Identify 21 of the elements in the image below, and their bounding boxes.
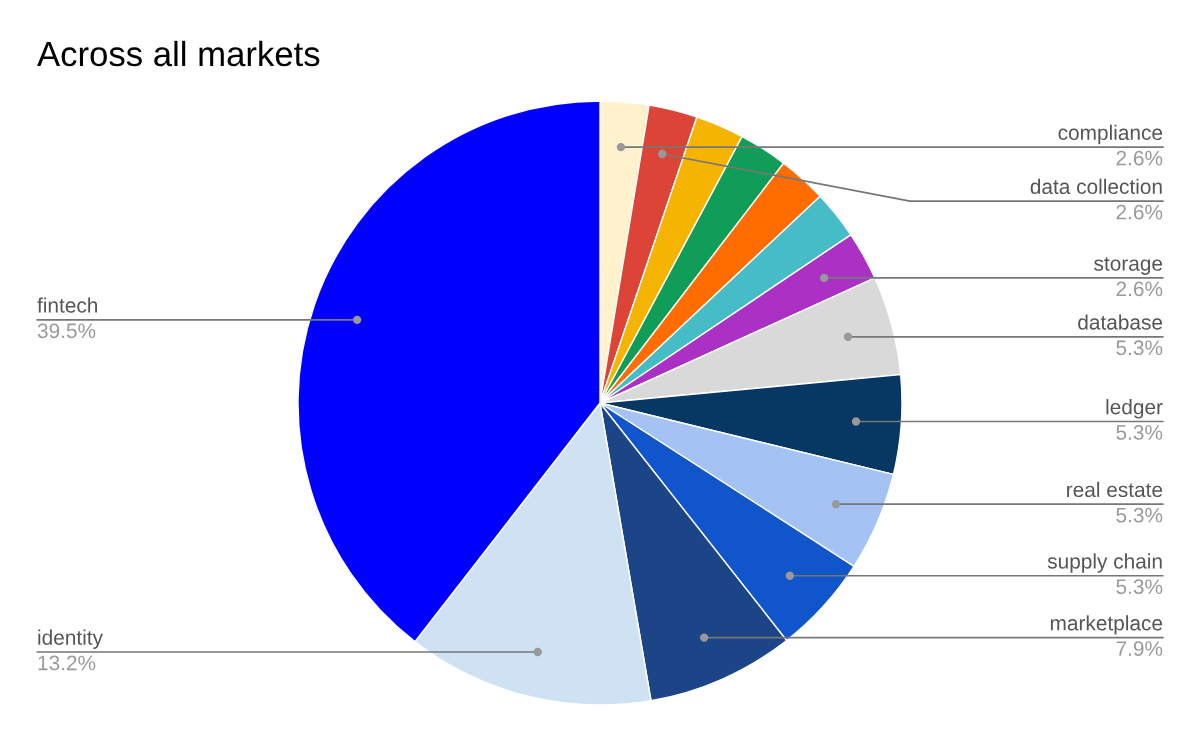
slice-label: ledger — [1106, 399, 1163, 419]
slice-label: marketplace — [1050, 615, 1163, 635]
data-label: 5.3% — [1116, 579, 1163, 595]
data-label: 5.3% — [1116, 340, 1163, 356]
slice-label: identity — [38, 629, 103, 650]
slice-label: storage — [1094, 257, 1163, 275]
slice-label: fintech — [37, 297, 98, 313]
slice-label: data collection — [1030, 178, 1162, 195]
data-label: 13.2% — [38, 655, 96, 671]
slice-label: database — [1078, 314, 1163, 330]
data-label: 2.6% — [1116, 204, 1163, 220]
slice-label: real estate — [1067, 481, 1163, 498]
slice-label: compliance — [1058, 124, 1163, 145]
data-label: 2.6% — [1116, 150, 1163, 166]
data-label: 2.6% — [1116, 281, 1163, 297]
data-label: 5.3% — [1116, 425, 1163, 440]
data-label: 39.5% — [37, 323, 96, 339]
data-label: 5.3% — [1116, 507, 1163, 523]
data-label: 7.9% — [1116, 641, 1163, 656]
chart-title: Across all markets — [37, 40, 320, 67]
slice-label: supply chain — [1047, 553, 1162, 573]
